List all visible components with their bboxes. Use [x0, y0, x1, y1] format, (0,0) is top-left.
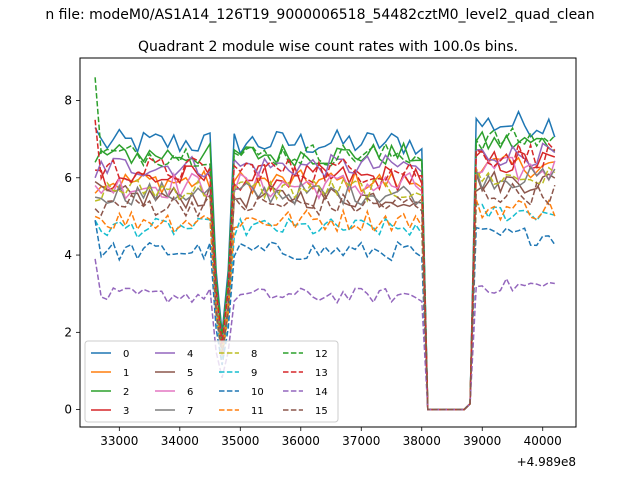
y-tick-label: 8	[64, 94, 72, 108]
legend-label-14: 14	[315, 387, 328, 398]
legend-label-9: 9	[251, 368, 257, 379]
x-tick-label: 37000	[342, 434, 380, 448]
series-line-2	[94, 130, 556, 411]
series-line-0	[94, 109, 556, 411]
legend-label-12: 12	[315, 349, 328, 360]
series-line-4	[94, 142, 556, 411]
x-tick-label: 36000	[282, 434, 320, 448]
series-line-15	[94, 180, 556, 411]
x-axis: 33000 34000 35000 36000 37000 38000 39000 40000	[100, 427, 562, 448]
legend-label-11: 11	[251, 406, 264, 417]
axes-frame	[79, 57, 577, 428]
legend-label-15: 15	[315, 406, 328, 417]
legend-label-6: 6	[187, 387, 193, 398]
x-tick-label: 33000	[100, 434, 138, 448]
y-tick-label: 0	[64, 403, 72, 417]
legend-label-13: 13	[315, 368, 328, 379]
series-layer	[94, 77, 556, 411]
x-tick-label: 40000	[524, 434, 562, 448]
y-tick-label: 6	[64, 171, 72, 185]
y-axis: 0 2 4 6 8	[64, 94, 80, 417]
figure-suptitle: n file: modeM0/AS1A14_126T19_9000006518_…	[45, 7, 594, 23]
series-line-13	[94, 119, 556, 411]
y-tick-label: 4	[64, 248, 72, 262]
plot-area: 33000 34000 35000 36000 37000 38000 39000 40000…	[64, 57, 577, 469]
series-line-6	[94, 156, 556, 411]
legend-label-3: 3	[123, 406, 129, 417]
x-tick-label: 35000	[221, 434, 259, 448]
x-tick-label: 39000	[463, 434, 501, 448]
x-tick-label: 38000	[403, 434, 441, 448]
legend-label-10: 10	[251, 387, 264, 398]
x-offset-label: +4.989e8	[517, 455, 576, 469]
chart-title: Quadrant 2 module wise count rates with …	[138, 39, 518, 55]
legend-label-5: 5	[187, 368, 193, 379]
legend-box	[84, 340, 339, 423]
legend-label-4: 4	[187, 349, 193, 360]
series-line-14	[94, 258, 555, 411]
legend-label-8: 8	[251, 349, 257, 360]
legend-label-0: 0	[123, 349, 129, 360]
legend-label-7: 7	[187, 406, 193, 417]
series-line-12	[94, 77, 556, 411]
y-tick-label: 2	[64, 325, 72, 339]
series-line-5	[94, 170, 556, 411]
series-line-10	[94, 220, 556, 411]
legend-label-2: 2	[123, 387, 129, 398]
series-line-11	[94, 199, 556, 411]
legend-label-1: 1	[123, 368, 129, 379]
x-tick-label: 34000	[161, 434, 199, 448]
